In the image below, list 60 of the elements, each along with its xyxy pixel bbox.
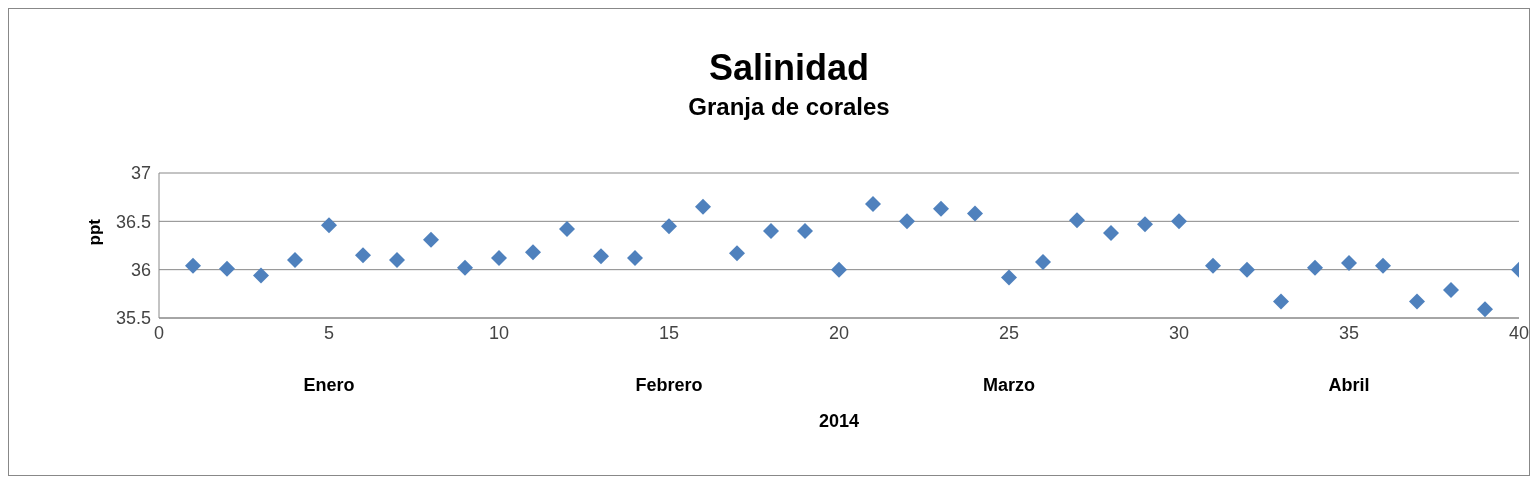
point bbox=[1273, 293, 1289, 310]
point bbox=[695, 198, 711, 215]
point bbox=[1443, 281, 1459, 298]
x-tick-label: 25 bbox=[998, 322, 1020, 343]
point bbox=[423, 231, 439, 248]
point bbox=[1137, 216, 1153, 233]
x-tick-label: 15 bbox=[658, 322, 680, 343]
point bbox=[899, 213, 915, 230]
x-tick-label: 30 bbox=[1168, 322, 1190, 343]
text: Abril bbox=[1327, 375, 1371, 396]
point bbox=[593, 248, 609, 265]
point bbox=[355, 247, 371, 264]
point bbox=[1103, 224, 1119, 241]
text: Enero bbox=[302, 375, 356, 396]
point bbox=[1341, 254, 1357, 271]
point bbox=[253, 267, 269, 284]
point bbox=[729, 245, 745, 262]
point bbox=[1307, 259, 1323, 276]
y-tick-label: 36 bbox=[130, 260, 151, 281]
point bbox=[967, 205, 983, 222]
point bbox=[1477, 301, 1493, 318]
point bbox=[763, 223, 779, 239]
point bbox=[389, 252, 405, 268]
point bbox=[627, 250, 643, 267]
point bbox=[457, 259, 473, 276]
chart-subtitle: Granja de corales bbox=[687, 93, 891, 121]
text: Febrero bbox=[634, 375, 704, 396]
y-tick-label: 35.5 bbox=[115, 308, 151, 329]
point bbox=[1205, 257, 1221, 274]
point bbox=[1035, 253, 1051, 270]
point bbox=[559, 221, 575, 238]
point bbox=[797, 223, 813, 239]
point bbox=[661, 218, 677, 235]
x-tick-label: 10 bbox=[488, 322, 510, 343]
x-tick-label: 0 bbox=[153, 322, 165, 343]
point bbox=[1069, 212, 1085, 229]
point bbox=[491, 250, 507, 267]
text: Marzo bbox=[982, 375, 1036, 396]
point bbox=[1409, 293, 1425, 310]
x-tick-label: 20 bbox=[828, 322, 850, 343]
x-tick-label: 40 bbox=[1508, 322, 1530, 343]
point bbox=[933, 200, 949, 217]
point bbox=[287, 252, 303, 268]
y-tick-label: 37 bbox=[130, 163, 151, 184]
x-axis-title: 2014 bbox=[817, 411, 860, 432]
point bbox=[831, 261, 847, 278]
point bbox=[321, 217, 337, 234]
point bbox=[1239, 261, 1255, 278]
chart-title: Salinidad bbox=[708, 47, 870, 89]
y-tick-label: 36.5 bbox=[115, 211, 151, 232]
point bbox=[1375, 257, 1391, 274]
y-axis-title: ppt bbox=[85, 218, 105, 246]
point bbox=[525, 244, 541, 261]
point bbox=[1171, 213, 1187, 230]
point bbox=[185, 257, 201, 274]
point bbox=[219, 260, 235, 277]
x-tick-label: 5 bbox=[323, 322, 335, 343]
x-tick-label: 35 bbox=[1338, 322, 1360, 343]
point bbox=[1001, 269, 1017, 286]
point bbox=[865, 195, 881, 212]
